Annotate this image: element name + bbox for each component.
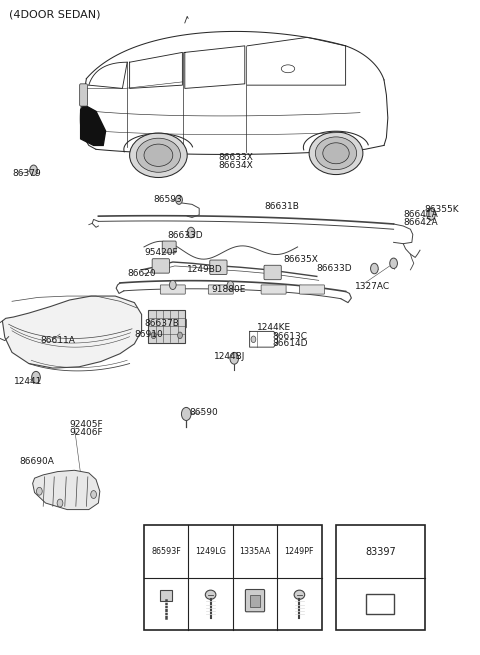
Text: 86642A: 86642A [403,217,438,227]
Circle shape [181,407,191,421]
Text: 1244KE: 1244KE [257,323,291,332]
Circle shape [227,281,234,290]
Text: 86631B: 86631B [264,202,299,211]
Polygon shape [2,296,142,368]
Text: 86633D: 86633D [317,264,352,273]
Bar [144,525,322,630]
Polygon shape [81,105,106,145]
Circle shape [32,371,40,383]
FancyBboxPatch shape [261,285,286,294]
Text: 86633X: 86633X [218,153,253,162]
Ellipse shape [144,144,173,166]
Text: 83397: 83397 [365,546,396,557]
Circle shape [390,258,397,269]
FancyBboxPatch shape [245,590,264,612]
FancyBboxPatch shape [250,595,260,607]
Polygon shape [33,470,100,510]
Ellipse shape [136,138,180,172]
Text: 12441: 12441 [14,377,43,386]
FancyBboxPatch shape [210,260,227,274]
Text: 1249LG: 1249LG [195,547,226,556]
FancyBboxPatch shape [264,265,281,280]
Ellipse shape [205,590,216,599]
Text: 86910: 86910 [134,329,163,339]
Text: 86641A: 86641A [403,210,438,219]
Text: 86637B: 86637B [144,319,179,328]
Circle shape [427,208,435,220]
Text: 86620: 86620 [127,269,156,278]
Text: 86379: 86379 [12,169,41,178]
Circle shape [57,499,63,507]
FancyBboxPatch shape [367,594,395,614]
Text: 86614D: 86614D [273,339,308,348]
Ellipse shape [130,133,187,178]
Text: 1244BJ: 1244BJ [214,352,245,361]
Circle shape [151,332,156,339]
Circle shape [371,263,378,274]
Text: 86590: 86590 [190,408,218,417]
Text: 1249BD: 1249BD [187,265,223,274]
FancyBboxPatch shape [152,259,169,273]
FancyBboxPatch shape [208,285,233,294]
Text: 1327AC: 1327AC [355,282,390,291]
Circle shape [230,352,239,364]
Text: 86635X: 86635X [283,255,318,264]
FancyBboxPatch shape [160,590,172,601]
FancyBboxPatch shape [80,84,87,106]
Text: 1249PF: 1249PF [285,547,314,556]
Text: 86690A: 86690A [19,457,54,466]
Circle shape [91,491,96,498]
Text: 92405F: 92405F [70,420,103,429]
Circle shape [187,227,195,238]
Ellipse shape [294,590,305,599]
Text: (4DOOR SEDAN): (4DOOR SEDAN) [9,10,100,20]
Text: 86593: 86593 [154,195,182,204]
Circle shape [176,195,182,204]
FancyBboxPatch shape [160,285,185,294]
Text: 92406F: 92406F [70,428,103,437]
Ellipse shape [315,137,357,170]
Bar [336,525,425,630]
Text: 91880E: 91880E [211,285,246,294]
Text: 86633D: 86633D [167,231,203,240]
Ellipse shape [323,143,349,164]
Text: 95420F: 95420F [144,248,178,257]
Circle shape [30,165,37,176]
Text: 86613C: 86613C [273,331,308,341]
Text: 86634X: 86634X [218,160,253,170]
Text: 86611A: 86611A [41,336,76,345]
FancyBboxPatch shape [300,285,324,294]
Circle shape [169,280,176,290]
FancyBboxPatch shape [148,310,185,343]
Ellipse shape [309,132,363,175]
Circle shape [36,487,42,495]
Text: 86593F: 86593F [151,547,181,556]
Text: 86355K: 86355K [425,205,459,214]
FancyBboxPatch shape [162,241,176,253]
Circle shape [251,336,256,343]
Circle shape [178,332,182,339]
Text: 1335AA: 1335AA [240,547,271,556]
